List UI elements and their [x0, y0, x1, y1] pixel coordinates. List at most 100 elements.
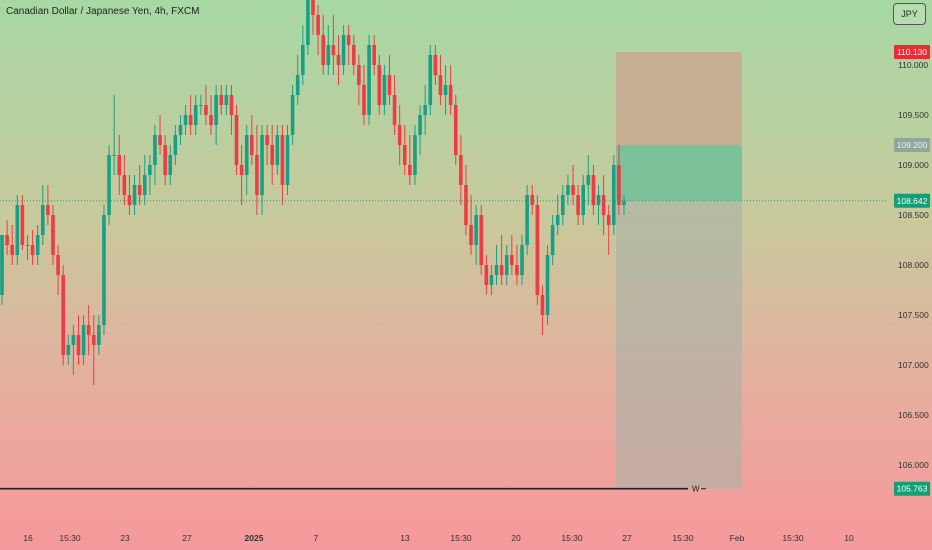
candle-body — [372, 45, 376, 65]
candle-body — [56, 255, 60, 275]
candle-body — [397, 125, 402, 145]
candle-body — [545, 255, 550, 315]
current-price-tag: 108.642 — [897, 196, 928, 206]
x-tick-label: 27 — [622, 533, 632, 543]
candle-body — [423, 105, 427, 115]
candle-body — [188, 115, 193, 125]
candle-body — [204, 105, 208, 115]
candle-body — [295, 75, 300, 95]
candle-body — [20, 205, 25, 245]
candle-body — [265, 135, 269, 145]
candle-body — [66, 345, 71, 355]
candle-body — [443, 85, 448, 95]
candle-body — [35, 235, 40, 255]
x-tick-label: 20 — [511, 533, 521, 543]
price-tags: 110.130 109.200 108.642 105.763 — [894, 45, 930, 496]
candle-body — [127, 195, 132, 205]
candle-body — [540, 295, 545, 315]
currency-button[interactable]: JPY — [893, 3, 926, 25]
bottom-price-tag-bg — [894, 481, 930, 496]
candle-body — [51, 215, 55, 255]
candle-body — [40, 205, 45, 235]
candle-body — [367, 45, 371, 115]
candle-body — [612, 165, 616, 225]
candle-body — [229, 95, 234, 115]
x-tick-label: Feb — [730, 533, 745, 543]
candle-body — [515, 265, 519, 275]
candle-body — [586, 175, 591, 185]
x-tick-label: 7 — [314, 533, 319, 543]
x-tick-label: 10 — [844, 533, 854, 543]
candle-body — [459, 155, 463, 185]
y-tick-label: 106.000 — [898, 460, 929, 470]
candle-body — [357, 65, 361, 85]
x-tick-label: 13 — [400, 533, 410, 543]
x-tick-label: 23 — [120, 533, 130, 543]
candle-body — [402, 145, 407, 165]
candle-body — [102, 215, 106, 325]
candle-body — [178, 125, 183, 135]
candle-body — [362, 85, 366, 115]
x-tick-label: 15:30 — [59, 533, 81, 543]
y-tick-label: 107.500 — [898, 310, 929, 320]
candle-body — [571, 185, 575, 195]
position-zones — [616, 52, 742, 489]
x-axis: 16 15:30 23 27 2025 7 13 15:30 20 15:30 27 15:30 Feb… — [23, 533, 854, 543]
candle-body — [158, 135, 162, 145]
candle-body — [244, 135, 249, 175]
candle-body — [408, 165, 412, 175]
candle-body — [453, 105, 458, 155]
candle-body — [97, 325, 101, 345]
stop-price-tag-bg — [894, 45, 930, 59]
candle-body — [433, 55, 438, 75]
candle-body — [601, 195, 606, 215]
candle-body — [193, 105, 198, 125]
candle-body — [168, 155, 173, 175]
candle-body — [331, 45, 336, 55]
candle-body — [566, 185, 570, 195]
candle-body — [260, 135, 264, 195]
candle-body — [377, 65, 382, 105]
candle-body — [25, 245, 30, 246]
candle-body — [448, 85, 453, 105]
candle-body — [71, 335, 76, 345]
candle-body — [510, 255, 514, 265]
candle-body — [219, 95, 224, 105]
candle-body — [142, 175, 147, 195]
candle-body — [173, 135, 178, 155]
candle-body — [107, 155, 111, 215]
y-tick-label: 106.500 — [898, 410, 929, 420]
symbol-title: Canadian Dollar / Japanese Yen, 4h, FXCM — [6, 6, 200, 17]
candle-body — [183, 115, 188, 125]
candle-body — [326, 45, 331, 65]
candle-body — [224, 95, 229, 105]
candle-body — [86, 325, 91, 335]
x-tick-label: 27 — [182, 533, 192, 543]
candle-body — [5, 235, 9, 245]
entry-price-tag-bg — [894, 138, 930, 152]
candle-body — [311, 0, 315, 15]
candle-body — [346, 35, 351, 45]
candle-body — [561, 195, 565, 215]
current-price-tag-bg — [894, 193, 930, 208]
candle-body — [209, 115, 213, 125]
candle-body — [479, 215, 484, 265]
stop-price-tag: 110.130 — [897, 47, 927, 57]
candle-body — [270, 145, 275, 165]
candle-body — [469, 225, 473, 245]
stop-zone — [616, 52, 742, 145]
candle-body — [525, 195, 529, 245]
candle-body — [535, 205, 540, 295]
candle-body — [76, 335, 81, 355]
line-marker-label: W — [692, 485, 700, 494]
candle-body — [494, 265, 499, 275]
x-tick-label: 16 — [23, 533, 33, 543]
candle-body — [504, 255, 509, 275]
candle-body — [61, 275, 65, 355]
candle-body — [474, 215, 478, 245]
candle-body — [280, 135, 285, 185]
candle-body — [81, 325, 86, 355]
candle-body — [336, 55, 341, 65]
